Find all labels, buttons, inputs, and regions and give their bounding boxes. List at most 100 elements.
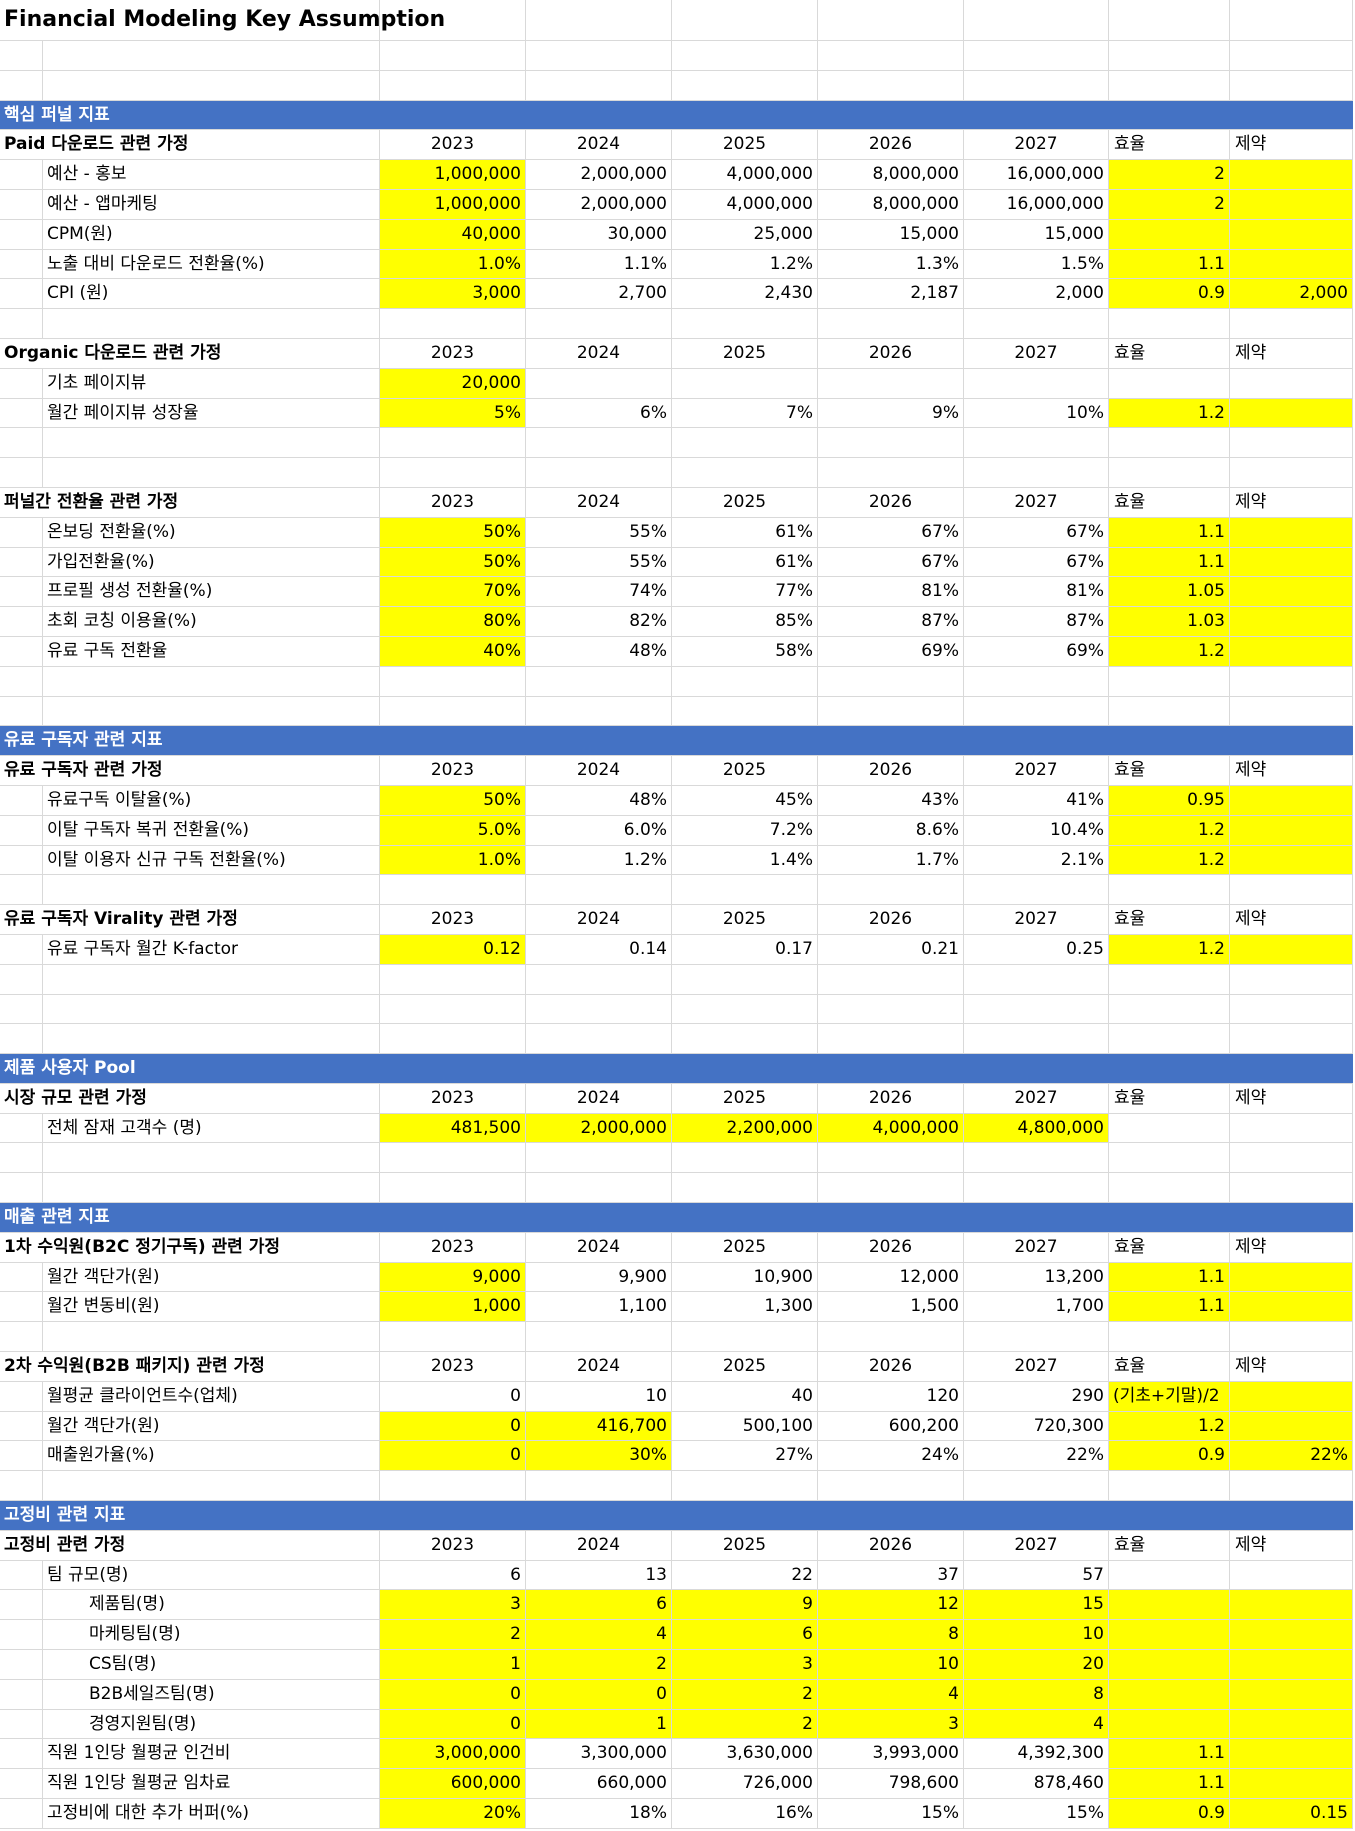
value-cell: 4,000,000 xyxy=(818,1113,964,1144)
constraint-cell xyxy=(1230,1113,1353,1144)
value-cell: 1.0% xyxy=(380,249,526,280)
value-cell: 61% xyxy=(672,517,818,548)
cell xyxy=(964,1322,1109,1353)
column-header: 2027 xyxy=(964,1352,1109,1382)
efficiency-cell xyxy=(1109,1679,1230,1710)
value-cell: 2 xyxy=(672,1709,818,1740)
column-header: 효율 xyxy=(1109,1232,1230,1263)
value-cell: 69% xyxy=(964,636,1109,667)
efficiency-cell: 1.2 xyxy=(1109,815,1230,846)
value-cell: 726,000 xyxy=(672,1769,818,1800)
value-cell: 40,000 xyxy=(380,219,526,250)
row-label: 팀 규모(명) xyxy=(43,1560,380,1591)
value-cell: 8 xyxy=(964,1679,1109,1710)
blank-row xyxy=(0,1173,1355,1204)
constraint-cell xyxy=(1230,398,1353,429)
cell xyxy=(526,696,672,727)
blank-row xyxy=(0,1143,1355,1174)
group-header-row: 고정비 관련 가정 2023 2024 2025 2026 2027 효율 제약 xyxy=(0,1530,1355,1561)
value-cell: 12,000 xyxy=(818,1262,964,1293)
cell xyxy=(0,1173,43,1204)
value-cell: 2,000,000 xyxy=(526,1113,672,1144)
value-cell: 81% xyxy=(964,577,1109,608)
cell xyxy=(964,666,1109,697)
cell xyxy=(0,934,43,965)
column-header: 효율 xyxy=(1109,756,1230,786)
constraint-cell xyxy=(1230,1590,1353,1621)
cell xyxy=(1230,41,1353,71)
value-cell: 10 xyxy=(964,1620,1109,1651)
value-cell xyxy=(964,368,1109,399)
constraint-cell xyxy=(1230,815,1353,846)
value-cell: 8,000,000 xyxy=(818,189,964,220)
value-cell: 27% xyxy=(672,1441,818,1472)
cell xyxy=(526,1024,672,1055)
row-label: 마케팅팀(명) xyxy=(43,1620,380,1651)
constraint-cell xyxy=(1230,1620,1353,1651)
value-cell: 43% xyxy=(818,785,964,816)
cell xyxy=(380,458,526,488)
constraint-cell xyxy=(1230,1292,1353,1323)
cell xyxy=(380,309,526,339)
data-row: 유료구독 이탈율(%) 50% 48% 45% 43% 41% 0.95 xyxy=(0,785,1355,816)
value-cell: 1,100 xyxy=(526,1292,672,1323)
value-cell: 9,000 xyxy=(380,1262,526,1293)
value-cell: 50% xyxy=(380,547,526,578)
value-cell: 0.25 xyxy=(964,934,1109,965)
cell xyxy=(380,875,526,906)
cell xyxy=(672,70,818,101)
data-row: 유료 구독자 월간 K-factor 0.12 0.14 0.17 0.21 0.25 1.… xyxy=(0,934,1355,965)
sheet-title: Financial Modeling Key Assumption xyxy=(0,0,445,41)
value-cell: 18% xyxy=(526,1799,672,1829)
cell xyxy=(0,398,43,429)
value-cell: 81% xyxy=(818,577,964,608)
cell xyxy=(818,1173,964,1204)
value-cell: 3 xyxy=(380,1590,526,1621)
cell xyxy=(818,666,964,697)
cell xyxy=(0,1292,43,1323)
value-cell: 416,700 xyxy=(526,1411,672,1442)
column-header: 2023 xyxy=(380,1530,526,1561)
value-cell: 6 xyxy=(526,1590,672,1621)
cell xyxy=(1109,1322,1230,1353)
section-header-row: 핵심 퍼널 지표 xyxy=(0,100,1355,131)
section-header: 제품 사용자 Pool xyxy=(0,1054,1353,1084)
efficiency-cell: 1.1 xyxy=(1109,1292,1230,1323)
value-cell: 10 xyxy=(818,1650,964,1680)
value-cell: 6 xyxy=(380,1560,526,1591)
column-header: 2026 xyxy=(818,1232,964,1263)
cell xyxy=(1109,875,1230,906)
cell xyxy=(964,875,1109,906)
cell xyxy=(43,428,380,459)
column-header: 2025 xyxy=(672,1352,818,1382)
value-cell: 69% xyxy=(818,636,964,667)
cell xyxy=(818,1024,964,1055)
efficiency-cell: 1.2 xyxy=(1109,636,1230,667)
cell xyxy=(0,1024,43,1055)
cell xyxy=(818,875,964,906)
cell xyxy=(0,845,43,876)
cell xyxy=(0,160,43,190)
value-cell xyxy=(672,368,818,399)
column-header: 2023 xyxy=(380,905,526,935)
column-header: 2027 xyxy=(964,487,1109,518)
value-cell: 30% xyxy=(526,1441,672,1472)
data-row: CPI (원) 3,000 2,700 2,430 2,187 2,000 0.9 2,000 xyxy=(0,279,1355,310)
efficiency-cell: 1.2 xyxy=(1109,845,1230,876)
column-header: 2026 xyxy=(818,756,964,786)
cell xyxy=(0,1411,43,1442)
cell xyxy=(0,1441,43,1472)
value-cell: 15% xyxy=(964,1799,1109,1829)
cell xyxy=(526,41,672,71)
constraint-cell xyxy=(1230,1739,1353,1770)
cell xyxy=(380,1471,526,1502)
column-header: 2024 xyxy=(526,1232,672,1263)
cell xyxy=(380,70,526,101)
row-label: 기초 페이지뷰 xyxy=(43,368,380,399)
value-cell: 1.5% xyxy=(964,249,1109,280)
cell xyxy=(672,41,818,71)
cell xyxy=(0,666,43,697)
column-header: 2024 xyxy=(526,1352,672,1382)
value-cell: 1.4% xyxy=(672,845,818,876)
column-header: 2027 xyxy=(964,338,1109,369)
